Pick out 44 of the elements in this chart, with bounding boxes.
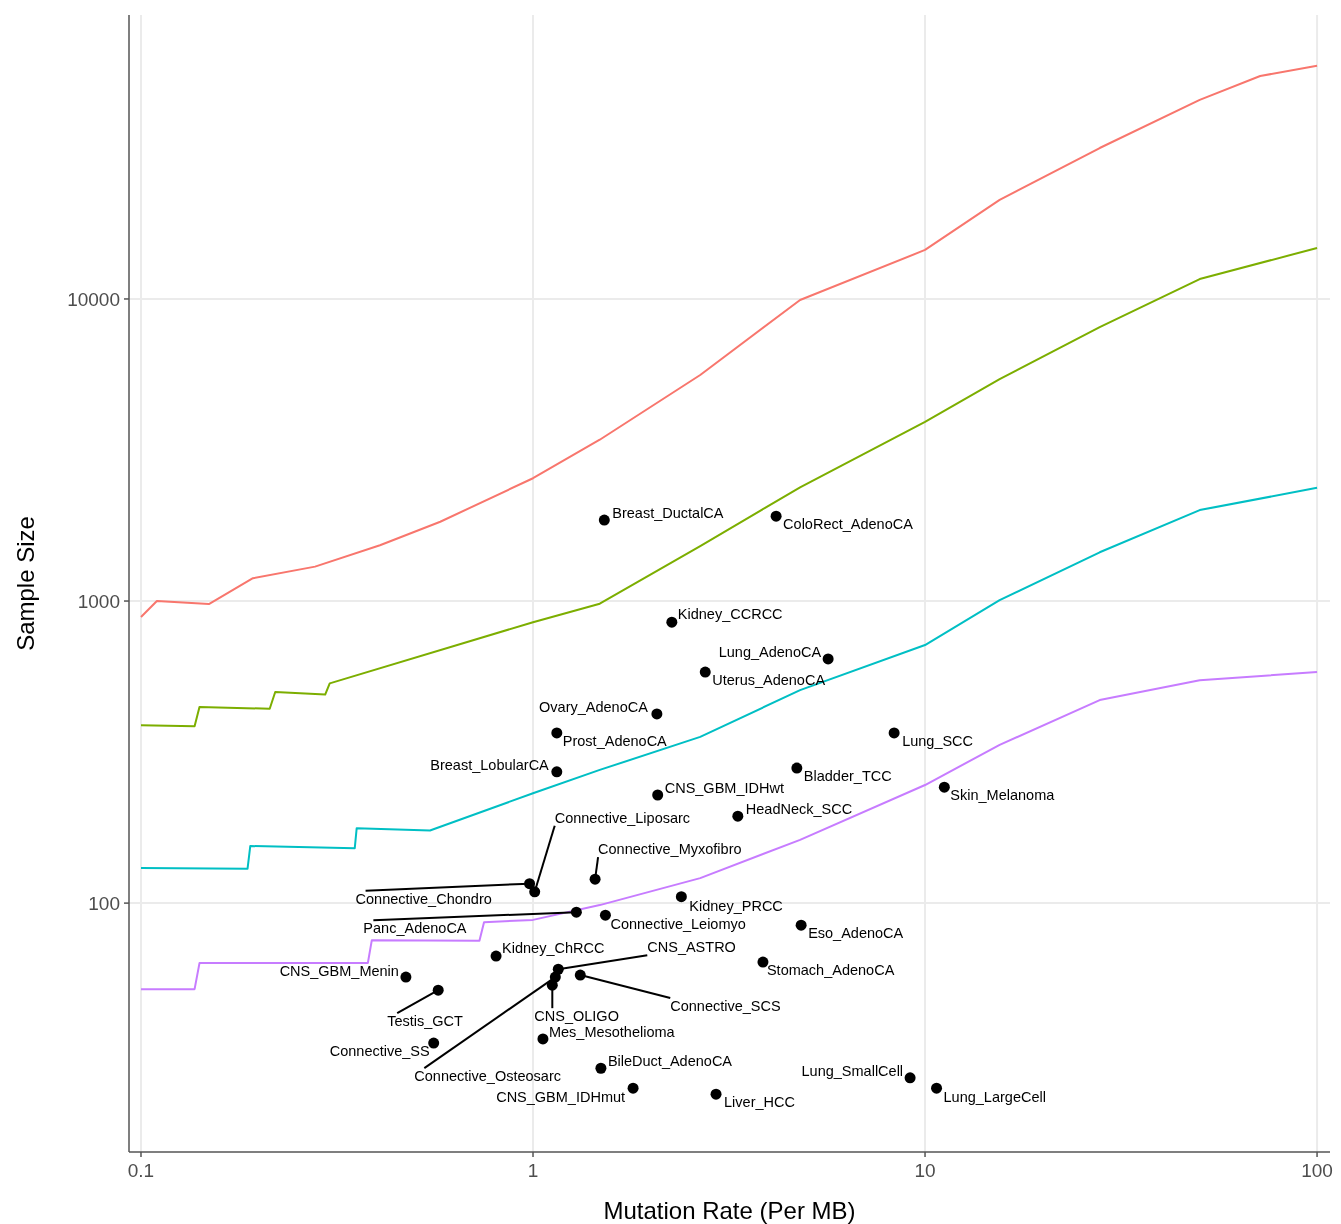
x-tick-label: 1	[527, 1160, 539, 1181]
annotation: Breast_LobularCA	[430, 756, 550, 773]
annotation: HeadNeck_SCC	[745, 801, 853, 818]
annotation: CNS_OLIGO	[534, 1008, 619, 1025]
annotation: Lung_SmallCell	[801, 1062, 904, 1079]
annotation: Connective_Leiomyo	[610, 916, 746, 933]
annotation: CNS_GBM_Menin	[279, 963, 399, 980]
annotation: Kidney_ChRCC	[502, 940, 605, 957]
y-axis-title: Sample Size	[12, 516, 39, 651]
annotation: Breast_DuctalCA	[612, 505, 724, 522]
annotation: Uterus_AdenoCA	[712, 672, 826, 689]
annotation: CNS_GBM_IDHmut	[496, 1089, 626, 1106]
annotation: Connective_SCS	[670, 998, 781, 1015]
annotation: Connective_Chondro	[355, 890, 492, 907]
annotation: Prost_AdenoCA	[562, 732, 668, 749]
annotation: Kidney_CCRCC	[677, 606, 783, 623]
annotation: Liver_HCC	[724, 1094, 795, 1111]
annotation: Mes_Mesothelioma	[548, 1024, 676, 1041]
annotation: Eso_AdenoCA	[808, 925, 904, 942]
annotation: Lung_LargeCell	[943, 1089, 1046, 1106]
y-tick-label: 1000	[77, 590, 120, 612]
annotation: Kidney_PRCC	[689, 897, 783, 914]
annotation: ColoRect_AdenoCA	[783, 516, 914, 533]
x-tick-label: 100	[1301, 1160, 1333, 1181]
x-tick-label: 0.1	[127, 1160, 155, 1181]
annotation: Ovary_AdenoCA	[539, 698, 649, 715]
x-tick-label: 10	[914, 1160, 936, 1181]
annotation: CNS_GBM_IDHwt	[664, 780, 784, 797]
annotation: Lung_SCC	[902, 732, 974, 749]
x-axis-title: Mutation Rate (Per MB)	[603, 1197, 856, 1224]
annotation: Connective_Myxofibro	[598, 841, 742, 858]
annotation: Connective_Osteosarc	[414, 1068, 562, 1085]
annotation: Panc_AdenoCA	[363, 920, 467, 937]
annotation: Lung_AdenoCA	[718, 644, 822, 661]
y-tick-label: 100	[88, 892, 120, 914]
annotation: Connective_SS	[329, 1043, 430, 1060]
annotation: BileDuct_AdenoCA	[607, 1053, 733, 1070]
annotation: Stomach_AdenoCA	[766, 962, 895, 979]
y-tick-label: 10000	[67, 288, 120, 310]
annotation: Connective_Liposarc	[554, 809, 691, 826]
annotation: Skin_Melanoma	[950, 787, 1056, 804]
annotation: Testis_GCT	[387, 1013, 464, 1030]
annotation: Bladder_TCC	[803, 768, 892, 785]
annotation: CNS_ASTRO	[647, 939, 736, 956]
